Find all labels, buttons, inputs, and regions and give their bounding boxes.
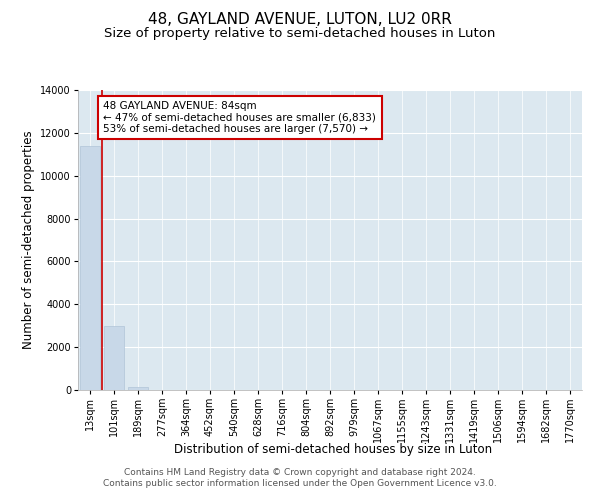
- Text: Size of property relative to semi-detached houses in Luton: Size of property relative to semi-detach…: [104, 28, 496, 40]
- Text: 48 GAYLAND AVENUE: 84sqm
← 47% of semi-detached houses are smaller (6,833)
53% o: 48 GAYLAND AVENUE: 84sqm ← 47% of semi-d…: [103, 100, 376, 134]
- Bar: [80, 146, 100, 390]
- Text: Contains HM Land Registry data © Crown copyright and database right 2024.
Contai: Contains HM Land Registry data © Crown c…: [103, 468, 497, 487]
- Text: Distribution of semi-detached houses by size in Luton: Distribution of semi-detached houses by …: [174, 442, 492, 456]
- Text: 48, GAYLAND AVENUE, LUTON, LU2 0RR: 48, GAYLAND AVENUE, LUTON, LU2 0RR: [148, 12, 452, 28]
- Bar: [104, 326, 124, 390]
- Y-axis label: Number of semi-detached properties: Number of semi-detached properties: [22, 130, 35, 350]
- Bar: [128, 387, 148, 390]
